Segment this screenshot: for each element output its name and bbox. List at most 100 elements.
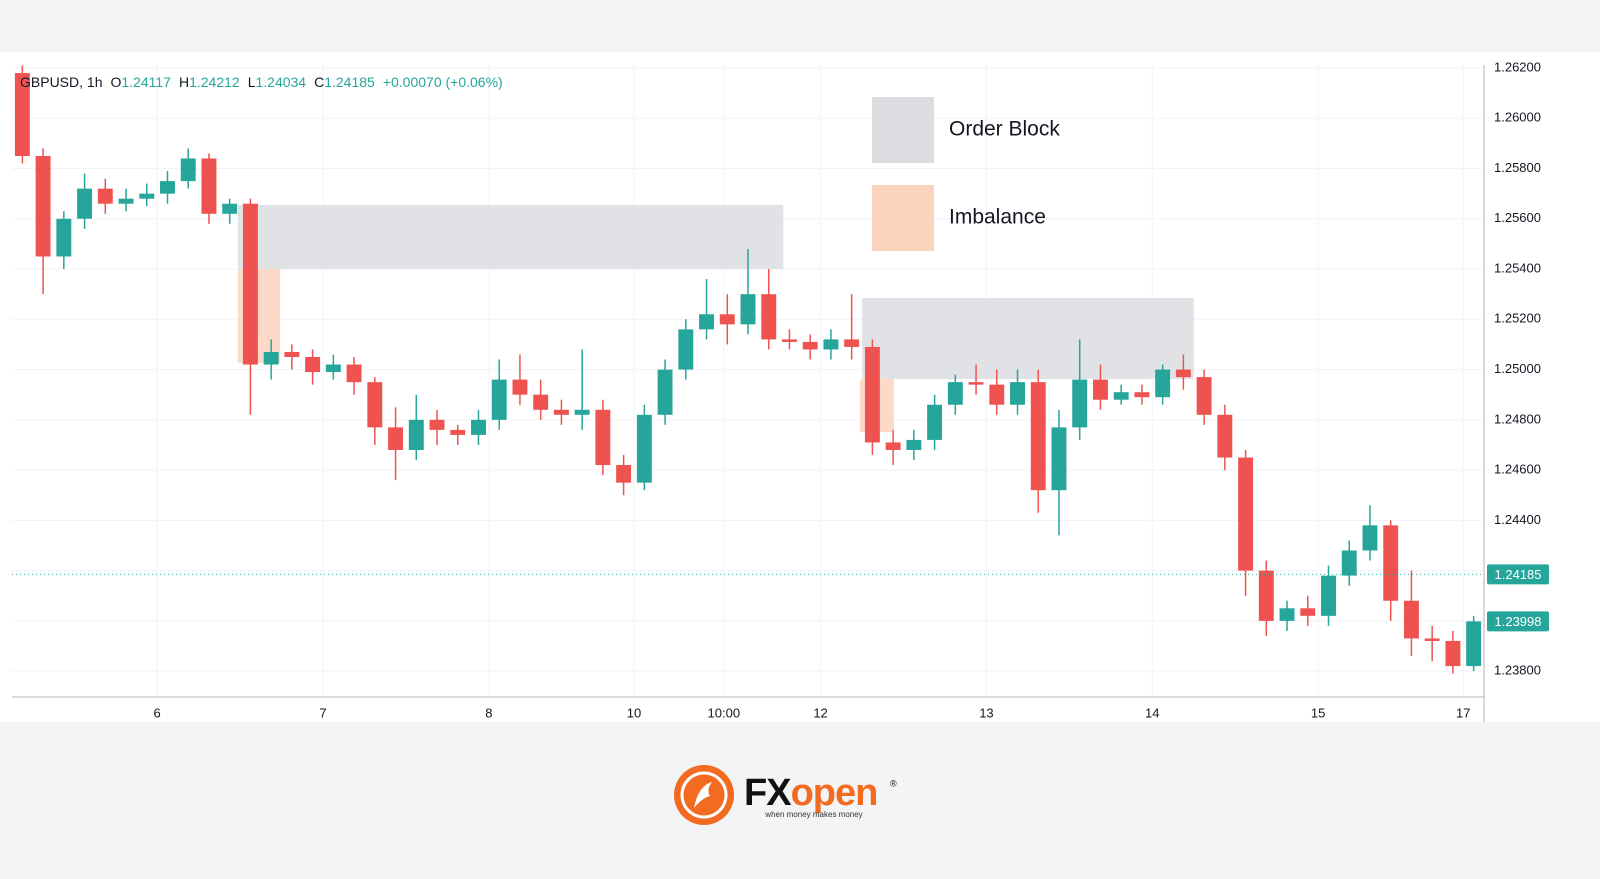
- candle-body: [388, 427, 404, 450]
- candle-body: [947, 382, 963, 405]
- candle-body: [263, 351, 279, 365]
- candle-body: [14, 73, 30, 156]
- legend-swatch: [872, 185, 934, 251]
- x-tick-label: 13: [979, 705, 993, 720]
- candle-body: [719, 314, 735, 325]
- x-tick-label: 6: [154, 705, 161, 720]
- candle-body: [885, 442, 901, 450]
- candle-body: [1362, 525, 1378, 551]
- ohlc-label: L: [248, 74, 256, 90]
- candle-body: [305, 357, 321, 373]
- ohlc-value: 1.24185: [324, 74, 375, 90]
- candle-body: [1134, 392, 1150, 398]
- candle-body: [1258, 570, 1274, 621]
- legend: Order Block Imbalance: [872, 97, 1060, 251]
- ohlc-label: C: [314, 74, 324, 90]
- candle-body: [1383, 525, 1399, 601]
- candle-body: [1113, 392, 1129, 400]
- candle-body: [678, 329, 694, 370]
- candle-body: [699, 314, 714, 330]
- zones: [237, 204, 1194, 433]
- y-tick-label: 1.24800: [1494, 411, 1541, 426]
- price-label-box: [1487, 611, 1549, 632]
- candle-body: [906, 439, 922, 450]
- x-tick-label: 15: [1311, 705, 1325, 720]
- candle-body: [782, 339, 797, 342]
- candle-body: [1010, 382, 1025, 405]
- y-tick-label: 1.26200: [1494, 59, 1541, 74]
- price-label: 1.23998: [1495, 614, 1542, 629]
- ohlc-value: 1.24034: [255, 74, 306, 90]
- y-tick-label: 1.25000: [1494, 361, 1541, 376]
- candle-body: [740, 294, 756, 325]
- legend-label: Order Block: [949, 118, 1060, 141]
- candle-body: [491, 379, 507, 420]
- candle-body: [533, 394, 549, 410]
- candle-body: [97, 188, 113, 204]
- candle-body: [1300, 608, 1316, 616]
- price-label-box: [1487, 564, 1549, 585]
- x-tick-label: 14: [1145, 705, 1159, 720]
- y-tick-label: 1.26000: [1494, 110, 1541, 125]
- x-tick-label: 12: [813, 705, 827, 720]
- logo-text: FXopen: [744, 772, 877, 814]
- x-tick-label: 17: [1456, 705, 1470, 720]
- ohlc-value: 1.24212: [189, 74, 240, 90]
- candle-body: [761, 294, 777, 340]
- x-tick-label: 10: [627, 705, 641, 720]
- chart-header: GBPUSD, 1h O1.24117 H1.24212 L1.24034 C1.241…: [20, 74, 503, 90]
- candle-body: [1238, 457, 1254, 571]
- candle-body: [222, 203, 238, 214]
- legend-label: Imbalance: [949, 206, 1046, 229]
- y-tick-label: 1.25800: [1494, 160, 1541, 175]
- candle-body: [1217, 414, 1233, 458]
- candle-body: [1445, 640, 1461, 667]
- candle-body: [595, 409, 611, 466]
- logo-icon-shape: [694, 782, 712, 808]
- candle-body: [1279, 608, 1295, 621]
- y-tick-label: 1.25400: [1494, 260, 1541, 275]
- tagline: when money makes money: [764, 810, 862, 819]
- chart-panel: [0, 52, 1600, 722]
- candle-body: [574, 409, 590, 415]
- candle-body: [408, 419, 424, 450]
- candle-body: [77, 188, 93, 219]
- zone: [862, 297, 1194, 380]
- candle-body: [657, 369, 673, 415]
- change: +0.00070 (+0.06%): [383, 74, 503, 90]
- candle-body: [242, 203, 258, 365]
- x-tick-label: 10:00: [708, 705, 741, 720]
- candle-body: [512, 379, 528, 395]
- candle-body: [968, 382, 984, 385]
- candle-body: [1155, 369, 1171, 398]
- candle-body: [201, 158, 217, 214]
- candle-body: [367, 382, 383, 428]
- candle-body: [553, 409, 569, 415]
- candle-body: [823, 339, 839, 350]
- candle-body: [989, 384, 1005, 405]
- candle-body: [1092, 379, 1108, 400]
- candle-body: [139, 193, 155, 199]
- price-label: 1.24185: [1495, 567, 1542, 582]
- y-tick-label: 1.25200: [1494, 311, 1541, 326]
- candle-body: [429, 419, 445, 430]
- candle-body: [180, 158, 196, 182]
- candle-body: [325, 364, 341, 373]
- x-tick-label: 8: [485, 705, 492, 720]
- logo-open: open: [791, 772, 878, 814]
- y-tick-label: 1.24600: [1494, 462, 1541, 477]
- ohlc-label: O: [110, 74, 121, 90]
- ohlc-label: H: [179, 74, 189, 90]
- logo-fx: FX: [744, 772, 792, 814]
- candle-body: [927, 404, 943, 440]
- candle-body: [1072, 379, 1088, 428]
- candle-body: [160, 181, 175, 194]
- candle-body: [802, 341, 818, 350]
- candle-body: [118, 198, 134, 204]
- candle-body: [844, 339, 860, 347]
- legend-swatch: [872, 97, 934, 163]
- candle-body: [1321, 575, 1336, 616]
- candle-body: [1175, 369, 1191, 378]
